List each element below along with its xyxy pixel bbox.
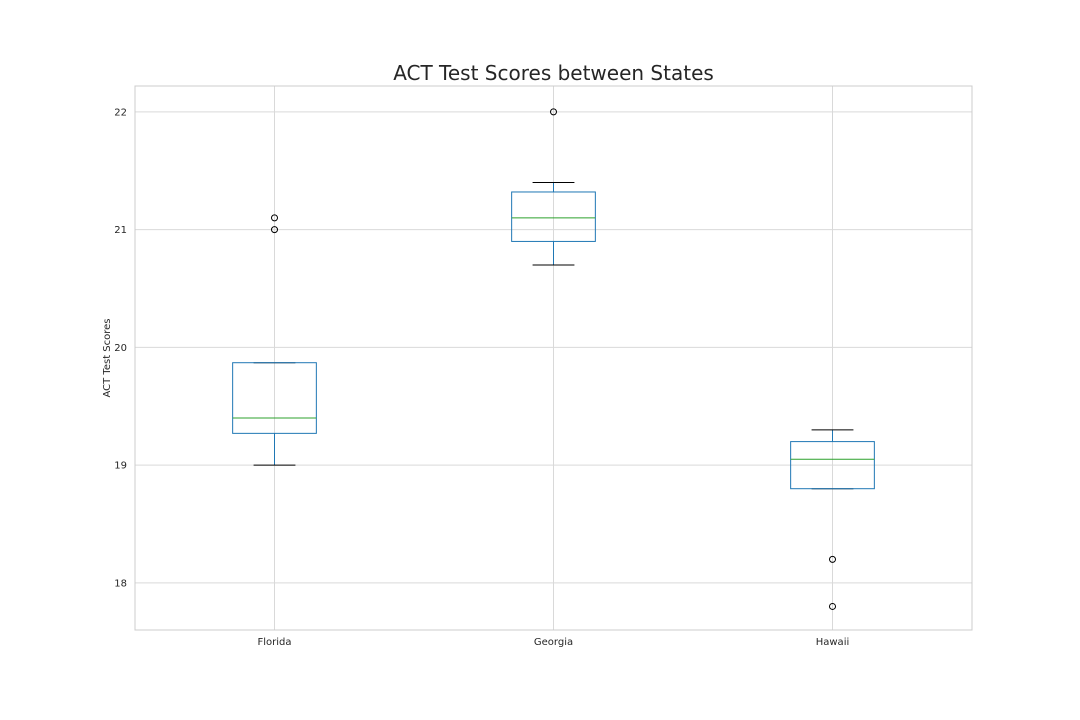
- outlier-point: [271, 226, 278, 234]
- outlier-point: [829, 602, 836, 610]
- box-georgia: [511, 108, 596, 266]
- iqr-box: [232, 362, 317, 434]
- x-tick-label: Florida: [257, 637, 291, 648]
- y-axis-label: ACT Test Scores: [102, 318, 113, 397]
- x-tick-label: Georgia: [534, 637, 573, 648]
- iqr-box: [790, 441, 875, 490]
- box-hawaii: [790, 429, 875, 610]
- grid-lines: [135, 86, 972, 630]
- plot-area-frame: [134, 85, 973, 631]
- chart-title: ACT Test Scores between States: [393, 61, 714, 85]
- tick-labels: 18 19 20 21 22 Florida Georgia Hawaii: [114, 107, 849, 648]
- y-tick-label: 18: [114, 578, 127, 589]
- outlier-point: [550, 108, 557, 116]
- y-tick-label: 21: [114, 225, 127, 236]
- outlier-point: [829, 555, 836, 563]
- y-tick-label: 20: [114, 343, 127, 354]
- box-florida: [232, 214, 317, 466]
- iqr-box: [511, 191, 596, 242]
- box-series: [232, 108, 875, 610]
- y-tick-label: 19: [114, 461, 127, 472]
- outlier-point: [271, 214, 278, 222]
- y-tick-label: 22: [114, 107, 127, 118]
- x-tick-label: Hawaii: [816, 637, 850, 648]
